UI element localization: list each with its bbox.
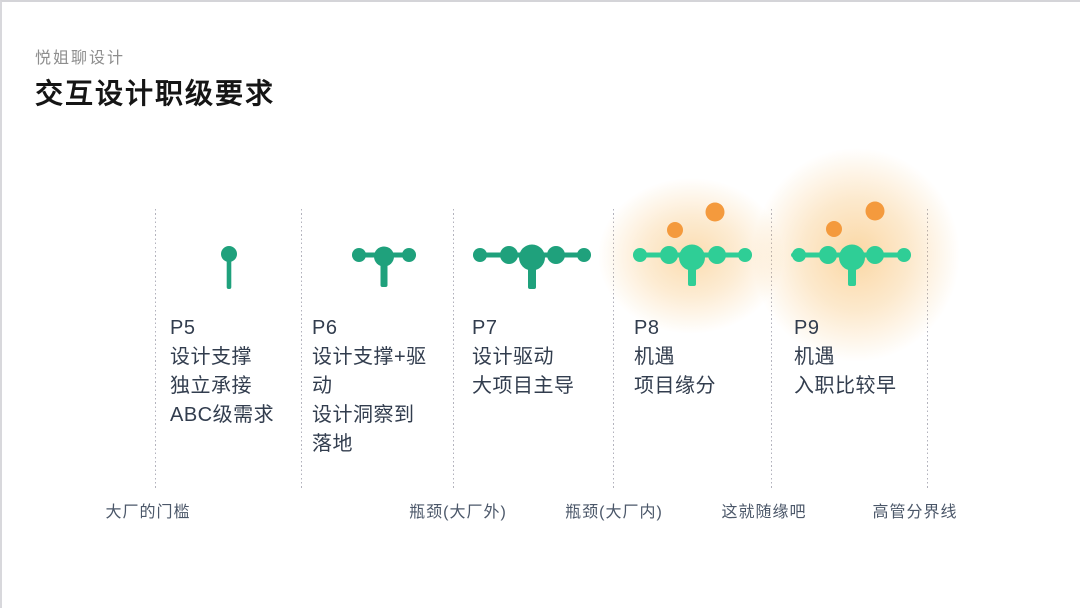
level-line: 独立承接 bbox=[170, 375, 252, 397]
divider-line-5 bbox=[771, 209, 772, 490]
page-title: 交互设计职级要求 bbox=[35, 78, 276, 109]
dot bbox=[897, 248, 911, 262]
stem bbox=[226, 255, 232, 289]
level-line: ABC级需求 bbox=[170, 404, 275, 426]
opportunity-dot bbox=[826, 221, 842, 237]
divider-line-3 bbox=[453, 209, 454, 490]
p9-milestone-icon bbox=[791, 201, 911, 286]
level-line: 设计洞察到 bbox=[312, 404, 415, 426]
footnote-label: 瓶颈(大厂外) bbox=[409, 504, 507, 521]
divider-line-2 bbox=[301, 209, 302, 490]
divider-line-4 bbox=[613, 209, 614, 490]
opportunity-dot bbox=[865, 201, 885, 221]
level-line: P5 bbox=[170, 317, 196, 339]
level-text-p5: P5 设计支撑 独立承接 ABC级需求 bbox=[170, 314, 274, 430]
level-line: 设计驱动 bbox=[472, 346, 554, 368]
level-line: 设计支撑+驱 bbox=[312, 346, 427, 368]
dot bbox=[839, 244, 865, 271]
p6-milestone-icon bbox=[352, 246, 416, 287]
dot bbox=[374, 246, 394, 267]
level-line: 动 bbox=[312, 375, 333, 397]
level-line: P7 bbox=[472, 317, 498, 339]
level-line: 机遇 bbox=[634, 346, 675, 368]
p5-milestone-icon bbox=[221, 246, 237, 289]
dot bbox=[866, 246, 884, 264]
footnote-label: 这就随缘吧 bbox=[721, 504, 807, 521]
footnote-label: 大厂的门槛 bbox=[105, 504, 191, 521]
dot bbox=[352, 248, 366, 262]
opportunity-dot bbox=[705, 202, 725, 222]
level-text-p7: P7 设计驱动 大项目主导 bbox=[472, 314, 575, 401]
level-line: 项目缘分 bbox=[634, 375, 716, 397]
dot bbox=[708, 246, 726, 264]
dot bbox=[660, 246, 678, 264]
level-text-p8: P8 机遇 项目缘分 bbox=[634, 314, 716, 401]
dot bbox=[679, 244, 705, 271]
dot bbox=[500, 246, 518, 264]
level-line: P6 bbox=[312, 317, 338, 339]
divider-line-1 bbox=[155, 209, 156, 490]
dot bbox=[792, 248, 806, 262]
dot bbox=[633, 248, 647, 262]
dot bbox=[547, 246, 565, 264]
eyebrow-text: 悦姐聊设计 bbox=[35, 50, 126, 67]
level-line: 机遇 bbox=[794, 346, 835, 368]
dot bbox=[738, 248, 752, 262]
level-line: 设计支撑 bbox=[170, 346, 252, 368]
level-line: 大项目主导 bbox=[472, 375, 575, 397]
level-text-p6: P6 设计支撑+驱 动 设计洞察到 落地 bbox=[312, 314, 427, 459]
level-line: 入职比较早 bbox=[794, 375, 897, 397]
dot bbox=[577, 248, 591, 262]
dot bbox=[473, 248, 487, 262]
level-line: 落地 bbox=[312, 433, 353, 455]
p7-milestone-icon bbox=[473, 244, 591, 289]
dot bbox=[519, 244, 545, 271]
footnote-label: 高管分界线 bbox=[872, 504, 958, 521]
level-text-p9: P9 机遇 入职比较早 bbox=[794, 314, 897, 401]
level-line: P8 bbox=[634, 317, 660, 339]
dot bbox=[221, 246, 237, 262]
level-line: P9 bbox=[794, 317, 820, 339]
dot bbox=[819, 246, 837, 264]
footnote-label: 瓶颈(大厂内) bbox=[565, 504, 663, 521]
dot bbox=[402, 248, 416, 262]
p8-milestone-icon bbox=[633, 202, 752, 286]
opportunity-dot bbox=[667, 222, 683, 238]
divider-line-6 bbox=[927, 209, 928, 490]
